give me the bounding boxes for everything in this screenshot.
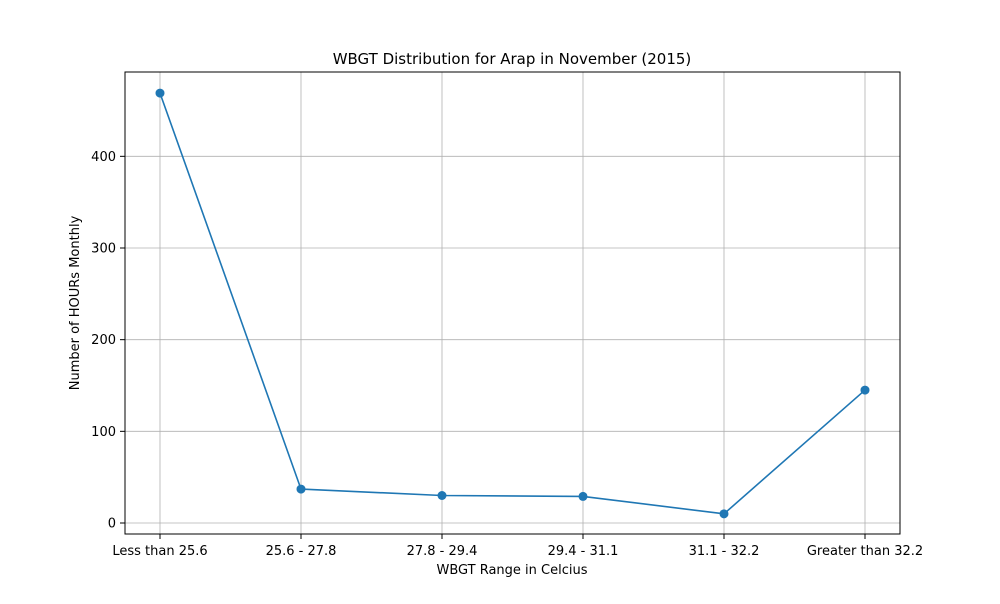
- data-point: [719, 509, 729, 519]
- x-tick-label: 27.8 - 29.4: [407, 544, 478, 559]
- x-axis-label: WBGT Range in Celcius: [436, 563, 587, 578]
- x-tick-label: 31.1 - 32.2: [689, 544, 760, 559]
- y-tick-label: 100: [91, 425, 116, 440]
- y-tick-label: 200: [91, 333, 116, 348]
- x-tick-label: Less than 25.6: [112, 544, 207, 559]
- y-axis-label: Number of HOURs Monthly: [68, 215, 83, 390]
- data-point: [296, 484, 306, 494]
- chart-title: WBGT Distribution for Arap in November (…: [333, 50, 692, 68]
- data-point: [860, 385, 870, 395]
- y-tick-label: 400: [91, 150, 116, 165]
- grid-lines: [125, 72, 900, 534]
- data-point: [437, 491, 447, 500]
- y-tick-label: 0: [108, 517, 116, 532]
- x-tick-label: Greater than 32.2: [807, 544, 923, 559]
- y-tick-label: 300: [91, 242, 116, 257]
- x-tick-label: 29.4 - 31.1: [548, 544, 619, 559]
- series-layer: [155, 88, 870, 519]
- x-tick-label: 25.6 - 27.8: [266, 544, 337, 559]
- series-line: [159, 92, 866, 515]
- data-point: [155, 88, 165, 98]
- axes: Less than 25.6 25.6 - 27.8 27.8 - 29.4 29.4…: [91, 150, 923, 559]
- data-point: [578, 491, 588, 501]
- plot-frame: [124, 71, 901, 535]
